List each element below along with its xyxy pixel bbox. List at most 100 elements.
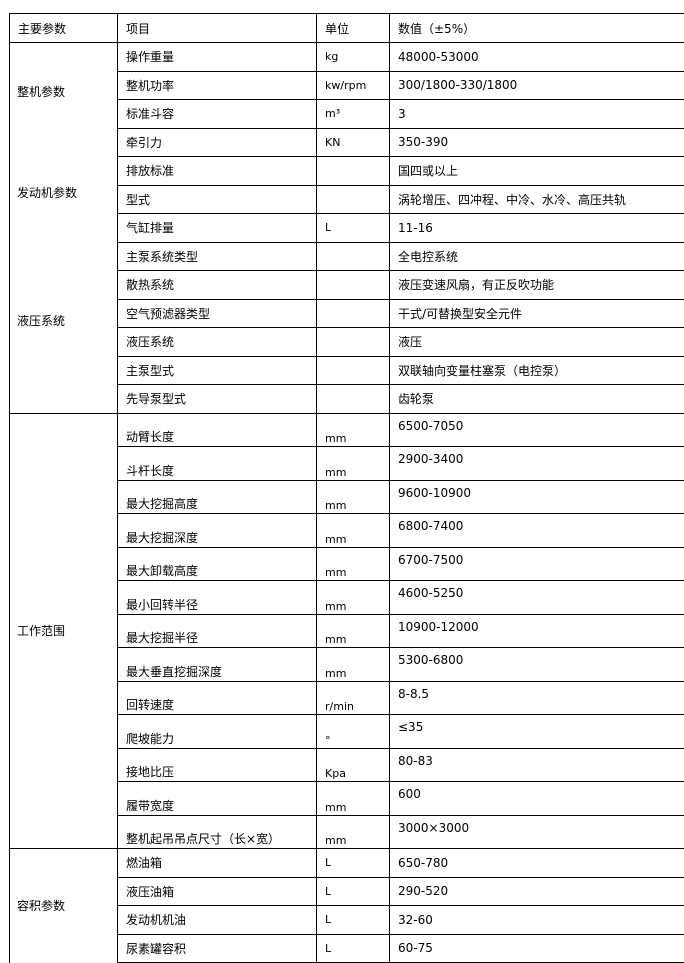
header-item: 项目	[118, 14, 317, 43]
cell-item: 斗杆长度	[118, 447, 317, 481]
cell-value: 6700-7500	[390, 547, 684, 581]
cell-value: 9600-10900	[390, 480, 684, 514]
cell-unit: L	[317, 214, 390, 243]
cell-unit: mm	[317, 581, 390, 615]
cell-unit: kw/rpm	[317, 71, 390, 100]
cell-unit	[317, 185, 390, 214]
cell-item: 发动机机油	[118, 906, 317, 935]
cell-unit: mm	[317, 547, 390, 581]
cell-item: 接地比压	[118, 748, 317, 782]
category-label: 液压系统	[17, 312, 65, 329]
cell-unit	[317, 299, 390, 328]
cell-item: 主泵系统类型	[118, 242, 317, 271]
cell-value: 80-83	[390, 748, 684, 782]
cell-value: 350-390	[390, 128, 684, 157]
category-label: 整机参数	[17, 83, 65, 100]
cell-item: 最大卸载高度	[118, 547, 317, 581]
cell-item: 爬坡能力	[118, 715, 317, 749]
cell-value: 涡轮增压、四冲程、中冷、水冷、高压共轨	[390, 185, 684, 214]
cell-unit: Kpa	[317, 748, 390, 782]
cell-item: 主泵型式	[118, 356, 317, 385]
cell-item: 液压油箱	[118, 877, 317, 906]
cell-value: 齿轮泵	[390, 385, 684, 414]
cell-item: 散热系统	[118, 271, 317, 300]
cell-unit	[317, 157, 390, 186]
cell-value: 11-16	[390, 214, 684, 243]
cell-item: 最大挖掘高度	[118, 480, 317, 514]
cell-item: 操作重量	[118, 43, 317, 72]
cell-item: 整机功率	[118, 71, 317, 100]
category-label: 工作范围	[17, 624, 65, 638]
cell-item: 最大挖掘深度	[118, 514, 317, 548]
cell-unit: mm	[317, 782, 390, 816]
cell-value: 6500-7050	[390, 413, 684, 447]
cell-value: ≤35	[390, 715, 684, 749]
cell-item: 气缸排量	[118, 214, 317, 243]
category-cell: 容积参数	[10, 849, 118, 963]
category-cell: 工作范围	[10, 413, 118, 849]
cell-value: 液压	[390, 328, 684, 357]
cell-value: 6800-7400	[390, 514, 684, 548]
cell-item: 空气预滤器类型	[118, 299, 317, 328]
cell-value: 国四或以上	[390, 157, 684, 186]
cell-item: 型式	[118, 185, 317, 214]
cell-unit: mm	[317, 614, 390, 648]
cell-unit: r/min	[317, 681, 390, 715]
cell-value: 10900-12000	[390, 614, 684, 648]
table-header-row: 主要参数 项目 单位 数值（±5%）	[10, 14, 684, 43]
cell-value: 32-60	[390, 906, 684, 935]
cell-value: 双联轴向变量柱塞泵（电控泵）	[390, 356, 684, 385]
cell-unit	[317, 356, 390, 385]
cell-item: 排放标准	[118, 157, 317, 186]
cell-value: 60-75	[390, 934, 684, 963]
cell-unit	[317, 385, 390, 414]
cell-value: 液压变速风扇，有正反吹功能	[390, 271, 684, 300]
cell-value: 3	[390, 100, 684, 129]
cell-value: 4600-5250	[390, 581, 684, 615]
cell-value: 290-520	[390, 877, 684, 906]
cell-value: 48000-53000	[390, 43, 684, 72]
cell-unit: L	[317, 934, 390, 963]
cell-unit: mm	[317, 815, 390, 849]
header-unit: 单位	[317, 14, 390, 43]
cell-value: 600	[390, 782, 684, 816]
cell-item: 整机起吊吊点尺寸（长×宽）	[118, 815, 317, 849]
cell-item: 最大垂直挖掘深度	[118, 648, 317, 682]
cell-value: 全电控系统	[390, 242, 684, 271]
cell-unit	[317, 271, 390, 300]
cell-unit: mm	[317, 413, 390, 447]
cell-value: 3000×3000	[390, 815, 684, 849]
cell-value: 300/1800-330/1800	[390, 71, 684, 100]
cell-unit	[317, 242, 390, 271]
cell-item: 液压系统	[118, 328, 317, 357]
cell-item: 尿素罐容积	[118, 934, 317, 963]
cell-unit: mm	[317, 447, 390, 481]
cell-item: 最小回转半径	[118, 581, 317, 615]
cell-unit: L	[317, 849, 390, 878]
cell-unit: °	[317, 715, 390, 749]
cell-item: 履带宽度	[118, 782, 317, 816]
cell-value: 干式/可替换型安全元件	[390, 299, 684, 328]
cell-unit: mm	[317, 514, 390, 548]
cell-unit: mm	[317, 648, 390, 682]
cell-unit: m³	[317, 100, 390, 129]
category-cell: 整机参数发动机参数液压系统	[10, 43, 118, 414]
cell-value: 8-8.5	[390, 681, 684, 715]
cell-unit: L	[317, 906, 390, 935]
cell-item: 回转速度	[118, 681, 317, 715]
cell-item: 动臂长度	[118, 413, 317, 447]
cell-item: 牵引力	[118, 128, 317, 157]
category-label: 发动机参数	[17, 184, 77, 201]
cell-unit: L	[317, 877, 390, 906]
header-value: 数值（±5%）	[390, 14, 684, 43]
cell-unit: kg	[317, 43, 390, 72]
cell-value: 650-780	[390, 849, 684, 878]
category-label: 容积参数	[17, 899, 65, 913]
cell-value: 5300-6800	[390, 648, 684, 682]
header-category: 主要参数	[10, 14, 118, 43]
cell-item: 标准斗容	[118, 100, 317, 129]
